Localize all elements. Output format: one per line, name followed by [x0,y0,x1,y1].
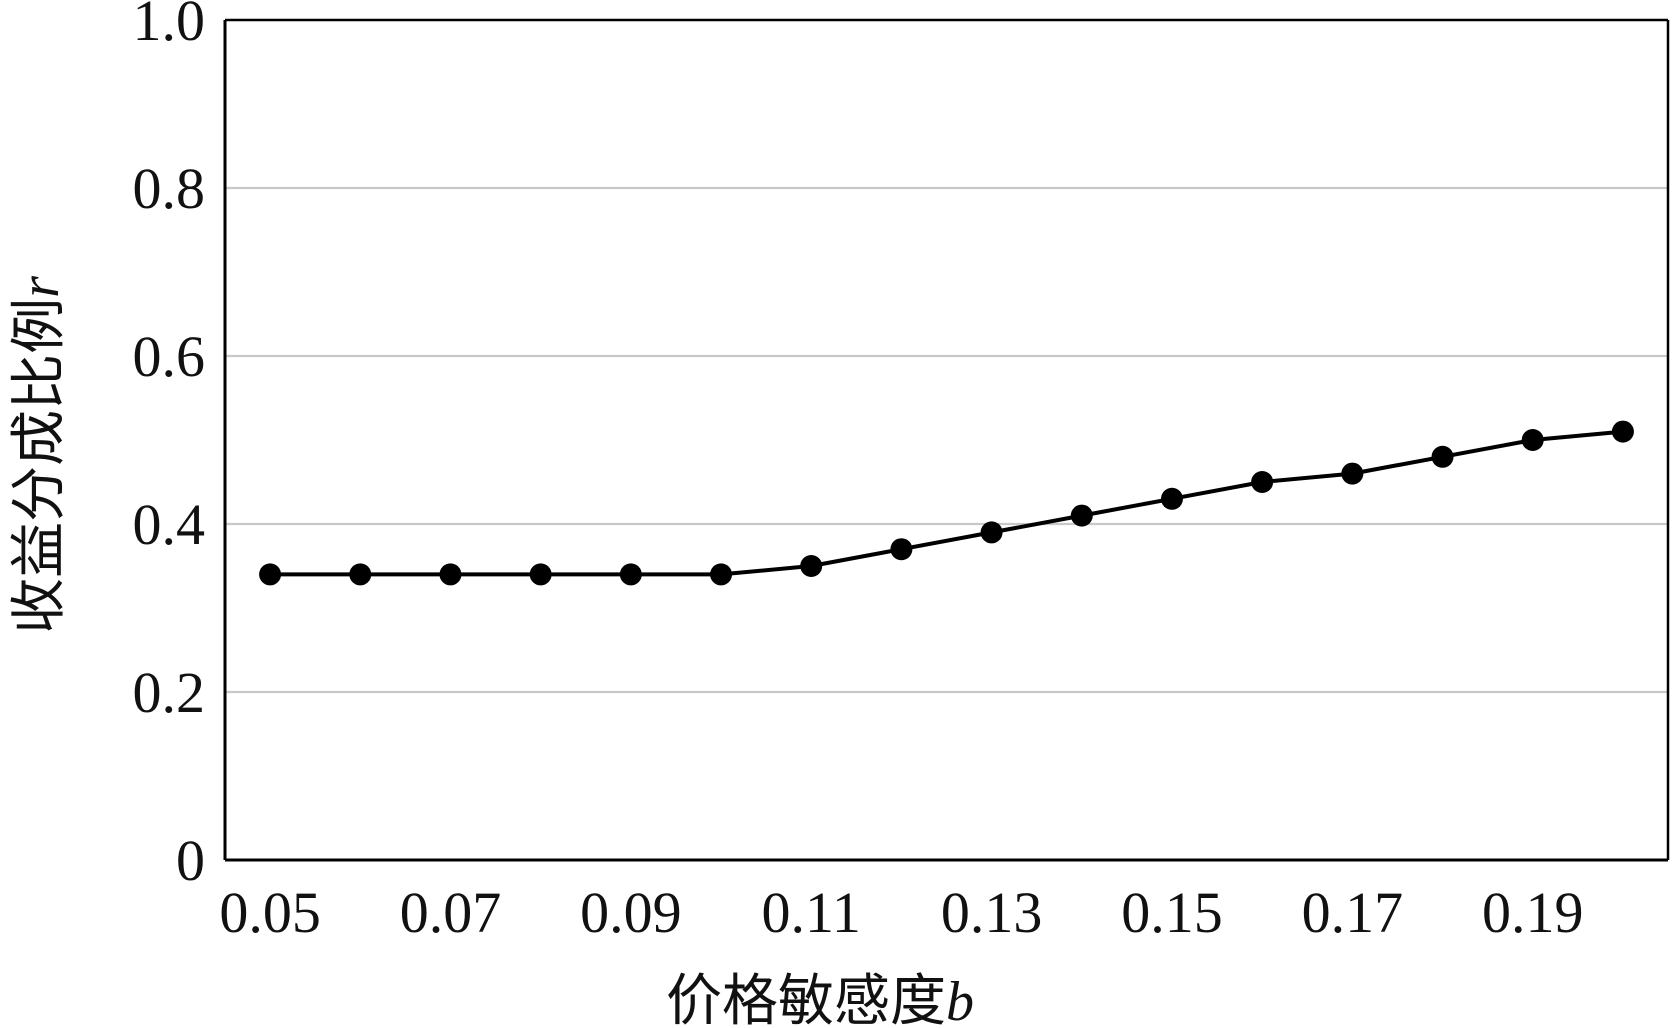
y-tick-label: 0.4 [133,492,206,557]
series-line-0 [270,429,1624,577]
data-point [619,563,642,586]
data-point [1070,504,1093,527]
y-tick-label: 0.2 [133,660,206,725]
data-point [1611,420,1634,443]
data-point [1341,462,1364,485]
data-point [529,563,552,586]
x-tick-label: 0.13 [941,880,1043,945]
series-line [270,429,1624,577]
data-point [800,555,823,577]
gridlines [225,18,1668,694]
data-point [1160,487,1183,510]
y-axis-title-variable: r [9,276,71,298]
x-tick-label: 0.17 [1302,880,1404,945]
x-axis-title-variable: b [946,971,974,1028]
y-tick-label: 0.6 [133,324,206,389]
x-tick-label: 0.07 [400,880,502,945]
axes [223,20,1670,862]
y-axis-title-text: 收益分成比例 [7,298,72,634]
data-point [259,563,282,586]
data-point [1251,471,1274,493]
x-tick-labels: 0.05 0.07 0.09 0.11 0.13 0.15 0.17 0.19 [219,880,1583,945]
data-point [980,521,1003,544]
x-tick-label: 0.11 [762,880,861,945]
data-point [890,538,913,561]
y-axis-title: 收益分成比例r [7,276,72,634]
y-tick-label: 1.0 [133,0,206,53]
data-point [349,563,372,586]
x-axis-title-text: 价格敏感度 [666,969,946,1028]
data-point [710,563,733,586]
x-tick-label: 0.09 [580,880,682,945]
y-tick-label: 0 [176,828,205,893]
y-tick-labels: 0 0.2 0.4 0.6 0.8 1.0 [133,0,206,893]
data-point [1431,445,1454,468]
x-tick-label: 0.19 [1482,880,1584,945]
y-tick-label: 0.8 [133,156,206,221]
series-markers [259,420,1634,586]
x-axis-title: 价格敏感度b [666,969,974,1028]
data-point [1521,429,1544,451]
x-tick-label: 0.05 [219,880,321,945]
x-tick-label: 0.15 [1121,880,1223,945]
data-point [439,563,462,586]
